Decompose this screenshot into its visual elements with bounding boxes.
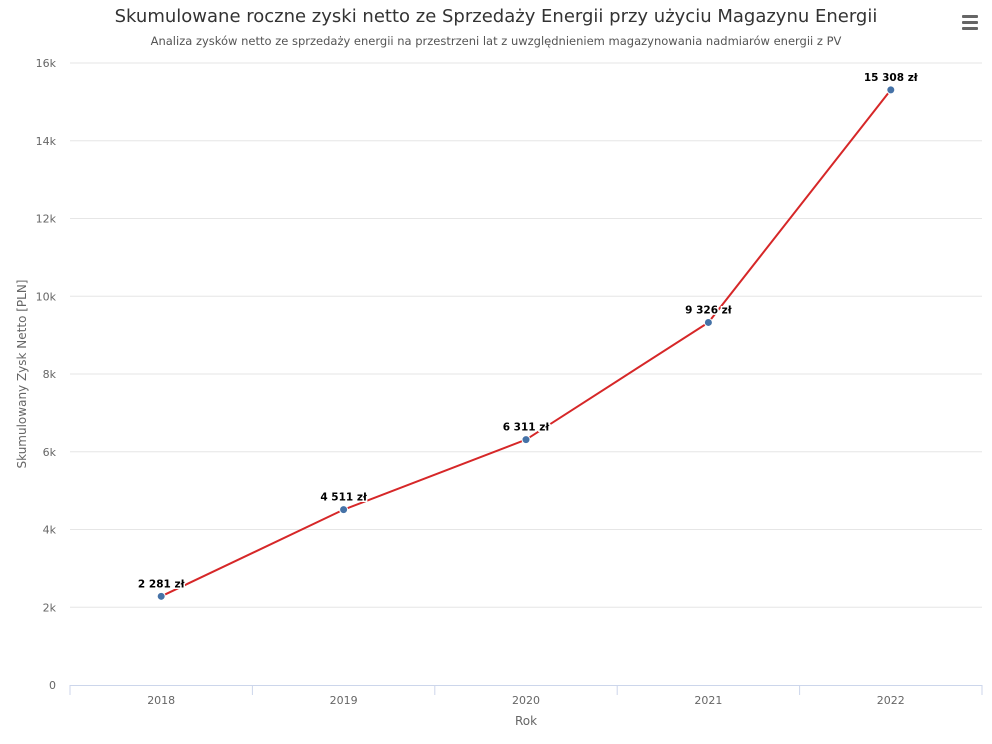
x-tick-label: 2021 [694,694,722,707]
y-tick-label: 8k [43,368,57,381]
data-label: 2 281 zł [138,578,186,590]
data-point [339,505,349,515]
y-tick-label: 0 [49,679,56,692]
x-tick-label: 2022 [877,694,905,707]
y-axis-tick-labels: 0 2k 4k 6k 8k 10k 12k 14k 16k [36,57,57,692]
x-tick-label: 2019 [330,694,358,707]
y-tick-label: 4k [43,524,57,537]
x-tick-label: 2020 [512,694,540,707]
y-tick-label: 2k [43,601,57,614]
y-axis-title: Skumulowany Zysk Netto [PLN] [15,280,29,469]
data-point [703,317,713,327]
data-point [886,85,896,95]
x-axis-title: Rok [515,714,537,728]
series [156,85,896,601]
y-tick-label: 10k [36,290,57,303]
data-labels: 2 281 zł 4 511 zł 6 311 zł 9 326 zł 15 308 z… [136,70,920,591]
y-tick-label: 16k [36,57,57,70]
data-label: 15 308 zł [864,72,919,84]
data-point [156,591,166,601]
x-axis: 2018 2019 2020 2021 2022 [69,685,983,707]
chart-menu-button[interactable] [958,12,982,32]
x-tick-label: 2018 [147,694,175,707]
grid-lines [70,62,982,608]
data-label: 4 511 zł [320,492,368,504]
chart-subtitle: Analiza zysków netto ze sprzedaży energi… [150,34,842,48]
data-label: 9 326 zł [685,304,733,316]
series-line [160,89,892,598]
chart-title: Skumulowane roczne zyski netto ze Sprzed… [114,6,878,27]
y-tick-label: 6k [43,446,57,459]
y-tick-label: 12k [36,213,57,226]
data-label: 6 311 zł [503,422,551,434]
data-point [521,435,531,445]
y-tick-label: 14k [36,135,57,148]
